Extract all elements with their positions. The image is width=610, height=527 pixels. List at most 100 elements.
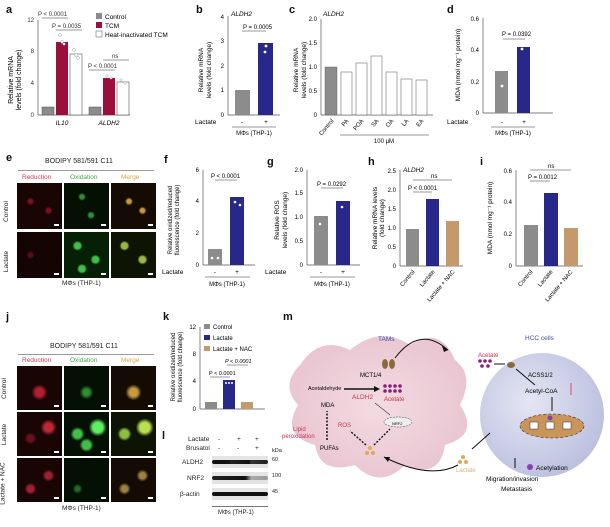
svg-text:ROS: ROS [338, 423, 351, 429]
svg-text:EA: EA [416, 118, 426, 128]
chart-c: ALDH2 Relative mRNA levels (fold change)… [293, 11, 433, 145]
svg-text:Control: Control [213, 325, 232, 331]
panel-label: l [162, 430, 166, 442]
svg-text:MΦs (THP-1): MΦs (THP-1) [236, 131, 272, 137]
svg-text:Lipid: Lipid [293, 427, 306, 433]
svg-text:IL10: IL10 [56, 120, 69, 127]
micrograph-lactate-merge [111, 232, 156, 278]
panel-label: e [6, 152, 13, 164]
panel-b: b ALDH2 Relative mRNA levels (fold chang… [190, 0, 285, 140]
svg-text:0.2: 0.2 [504, 232, 513, 238]
svg-text:-: - [214, 269, 216, 276]
svg-text:+: + [341, 269, 345, 276]
panel-label: k [163, 311, 170, 323]
svg-text:3: 3 [221, 39, 225, 45]
svg-text:+: + [522, 119, 526, 126]
svg-text:NRF2: NRF2 [392, 421, 403, 426]
svg-text:12: 12 [189, 325, 196, 331]
svg-text:2.0: 2.0 [295, 168, 304, 174]
chart-k: Relative oxidized/reduced fluorescence (… [171, 324, 265, 413]
panel-a: a Relative mRNA levels (fold change) 0 4… [0, 0, 190, 140]
panel-l: l Lactate Brusatol - + + - - + kDa ALDH2… [162, 430, 282, 516]
svg-text:2.0: 2.0 [309, 17, 318, 23]
chart-f: Relative oxidized/reduced fluorescence (… [162, 168, 255, 288]
svg-text:levels (fold change): levels (fold change) [282, 192, 289, 248]
panel-label: f [164, 154, 168, 166]
svg-text:MΦs (THP-1): MΦs (THP-1) [495, 131, 531, 137]
svg-text:ns: ns [431, 174, 437, 180]
svg-text:OA: OA [385, 118, 395, 128]
micrograph-lactate-oxidation [64, 232, 109, 278]
svg-text:6: 6 [196, 168, 200, 174]
svg-text:POA: POA [353, 118, 366, 132]
svg-text:1.0: 1.0 [295, 215, 304, 221]
svg-text:MCT1/4: MCT1/4 [360, 373, 382, 379]
svg-text:0: 0 [314, 113, 318, 119]
svg-text:TCM: TCM [105, 23, 119, 30]
panel-k: k Relative oxidized/reduced fluorescence… [155, 305, 290, 415]
micrograph-nac-reduction [17, 458, 62, 502]
micrograph-control-merge [111, 183, 156, 229]
svg-text:0.4: 0.4 [504, 200, 513, 206]
svg-text:Lactate: Lactate [265, 269, 287, 276]
svg-text:Relative ROS: Relative ROS [274, 200, 281, 240]
chart-d: MDA (nmol mg⁻¹ protein) 0 0.2 0.4 0.6 P … [447, 17, 553, 137]
legend-swatch-tcm [96, 22, 102, 28]
svg-text:0.2: 0.2 [471, 80, 480, 86]
svg-text:0.4: 0.4 [471, 48, 480, 54]
panel-label: b [196, 4, 203, 16]
svg-text:1: 1 [221, 88, 225, 94]
chart-g: Relative ROS levels (fold change) 0 0.5 … [265, 168, 360, 288]
svg-text:4: 4 [221, 15, 225, 21]
bar-aldh2-control [88, 106, 102, 116]
svg-text:Acetaldehyde: Acetaldehyde [308, 386, 341, 392]
svg-text:0: 0 [393, 264, 397, 270]
panel-m: m TAMs HCC cells MCT1/4 Acetaldehyde ALD… [280, 305, 610, 522]
panel-e: e BODIPY 581/591 C11 Reduction Oxidation… [0, 150, 160, 295]
svg-text:0.5: 0.5 [388, 245, 397, 251]
svg-text:TAMs: TAMs [378, 336, 395, 343]
svg-text:Lactate: Lactate [195, 119, 217, 126]
bar-aldh2-tcm [103, 78, 115, 115]
svg-text:Relative oxidized/reduced: Relative oxidized/reduced [168, 186, 174, 255]
svg-text:fluorescence (fold change): fluorescence (fold change) [175, 185, 181, 256]
svg-text:MDA (nmol mg⁻¹ protein): MDA (nmol mg⁻¹ protein) [455, 29, 462, 101]
micrograph-lactate-oxidation [64, 412, 109, 456]
panel-j: j BODIPY 581/591 C11 Reduction Oxidation… [0, 305, 156, 522]
micrograph-control-merge [111, 366, 156, 410]
svg-text:ALDH2: ALDH2 [230, 11, 252, 18]
svg-text:-: - [241, 119, 243, 126]
svg-text:MΦs (THP-1): MΦs (THP-1) [209, 282, 245, 288]
svg-text:peroxidation: peroxidation [282, 434, 315, 440]
svg-text:0: 0 [221, 113, 225, 119]
micrograph-nac-merge [111, 458, 156, 502]
svg-text:(fold change): (fold change) [379, 199, 386, 237]
svg-text:2: 2 [221, 64, 225, 70]
svg-text:ns: ns [548, 164, 554, 170]
svg-text:Metastasis: Metastasis [501, 486, 533, 493]
legend-swatch-heat [95, 30, 103, 38]
micrograph-footer: MΦs (THP-1) [62, 280, 101, 287]
panel-label: d [447, 4, 454, 16]
svg-text:-: - [501, 119, 503, 126]
chart-i: MDA (nmol mg⁻¹ protein) 0 0.2 0.4 0.6 P … [487, 164, 583, 303]
svg-text:ACSS1/2: ACSS1/2 [528, 373, 553, 379]
svg-text:Lactate: Lactate [537, 269, 555, 288]
svg-text:Relative mRNA: Relative mRNA [8, 56, 15, 104]
svg-text:2.0: 2.0 [388, 188, 397, 194]
svg-text:1.0: 1.0 [388, 226, 397, 232]
svg-text:P = 0.0012: P = 0.0012 [528, 175, 558, 181]
micrograph-control-reduction [17, 183, 62, 229]
svg-text:Control: Control [319, 118, 336, 137]
micrograph-nac-oxidation [64, 458, 109, 502]
micrograph-lactate-merge [111, 412, 156, 456]
svg-text:P < 0.0001: P < 0.0001 [88, 64, 118, 70]
svg-text:12: 12 [27, 18, 34, 24]
schematic-m: TAMs HCC cells MCT1/4 Acetaldehyde ALDH2… [282, 335, 604, 493]
svg-text:+: + [235, 269, 239, 276]
chart-h: ALDH2 Relative mRNA levels (fold change)… [372, 167, 463, 303]
svg-text:levels (fold change): levels (fold change) [301, 42, 308, 98]
panel-label: j [6, 311, 10, 323]
svg-text:Lactate: Lactate [213, 336, 233, 342]
svg-text:Acetate: Acetate [478, 353, 499, 359]
